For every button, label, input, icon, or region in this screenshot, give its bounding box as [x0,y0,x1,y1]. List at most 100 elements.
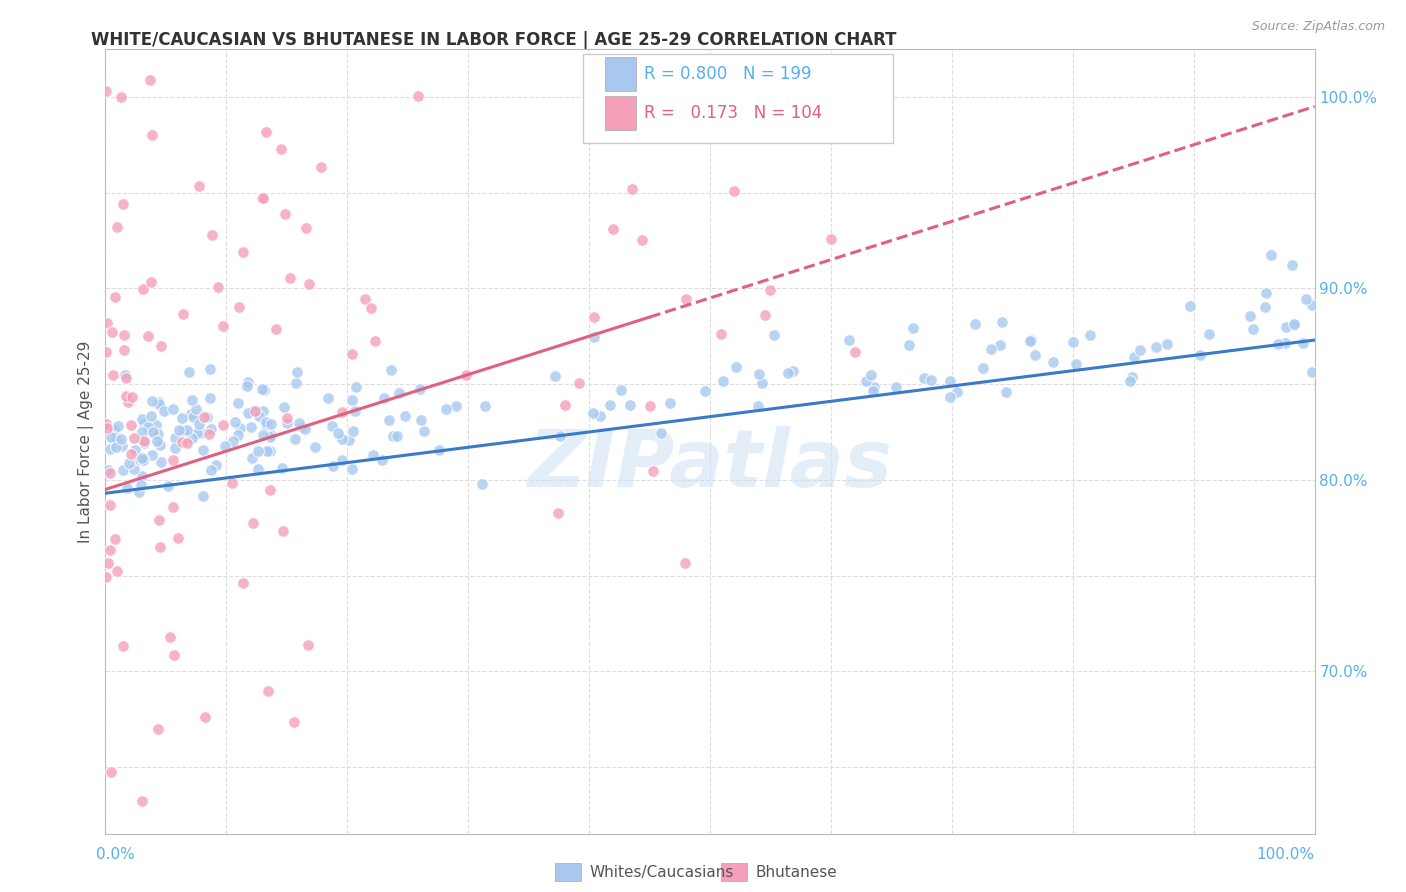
Point [131,425,153,440]
Point [342,424,364,438]
Point [121,390,143,404]
Point [260,427,283,442]
Point [148,397,170,411]
Point [128,453,150,467]
Text: ZIPatlas: ZIPatlas [527,426,893,504]
Point [257,684,280,698]
Point [754,308,776,322]
Point [963,317,986,331]
Point [112,196,135,211]
Point [659,395,682,409]
Point [994,385,1017,400]
Point [547,506,569,520]
Point [991,315,1014,329]
Point [105,220,128,235]
Point [344,404,367,418]
Point [381,429,404,443]
Point [276,416,298,430]
Point [1122,350,1144,364]
Point [115,481,138,495]
Point [212,418,235,433]
Point [283,715,305,730]
Point [134,434,156,448]
Point [1021,333,1043,347]
Point [194,709,217,723]
Point [181,431,204,445]
Point [1260,248,1282,262]
Point [253,383,276,397]
Point [285,365,308,379]
Point [226,396,249,410]
Point [782,364,804,378]
Point [139,73,162,87]
Point [195,410,218,425]
Point [96,420,118,434]
Point [763,328,786,343]
Text: R =   0.173   N = 104: R = 0.173 N = 104 [644,104,823,122]
Point [96,316,118,330]
Point [1292,335,1315,350]
Point [224,415,246,429]
Point [111,438,134,452]
Point [103,290,125,304]
Point [751,376,773,390]
Point [583,310,606,325]
Point [273,207,295,221]
Point [1301,298,1323,312]
Point [98,498,121,512]
Point [675,293,697,307]
Point [544,368,567,383]
Point [583,330,606,344]
Point [149,540,172,554]
Point [1282,318,1305,332]
Point [723,184,745,198]
Point [143,425,166,440]
Point [361,448,384,462]
Point [434,402,457,417]
Point [1188,348,1211,362]
Point [139,276,162,290]
Point [228,300,250,314]
Point [1301,365,1323,379]
Point [945,385,967,400]
Point [291,420,314,434]
Point [353,293,375,307]
Point [259,444,281,458]
Point [326,426,349,441]
Point [120,447,142,461]
Point [117,395,139,409]
Point [316,391,339,405]
Point [132,282,155,296]
Point [247,409,270,423]
Point [838,333,860,347]
Point [232,244,254,259]
Point [342,347,364,361]
Point [273,400,295,414]
Point [371,453,394,467]
Point [322,459,344,474]
Point [1062,335,1084,350]
Point [1254,300,1277,314]
Point [112,328,135,343]
Point [243,404,266,418]
Point [939,390,962,404]
Point [100,442,122,456]
Point [236,406,259,420]
Y-axis label: In Labor Force | Age 25-29: In Labor Force | Age 25-29 [79,341,94,542]
Point [330,404,353,418]
Point [602,221,624,235]
Point [409,383,432,397]
Point [112,343,135,357]
Point [103,423,125,437]
Point [132,436,155,450]
Point [276,410,298,425]
Point [183,409,205,424]
Point [471,477,494,491]
Point [207,279,229,293]
Point [610,383,633,397]
Point [409,413,432,427]
Point [142,425,165,439]
Point [1078,327,1101,342]
Point [1295,293,1317,307]
Point [1119,374,1142,388]
